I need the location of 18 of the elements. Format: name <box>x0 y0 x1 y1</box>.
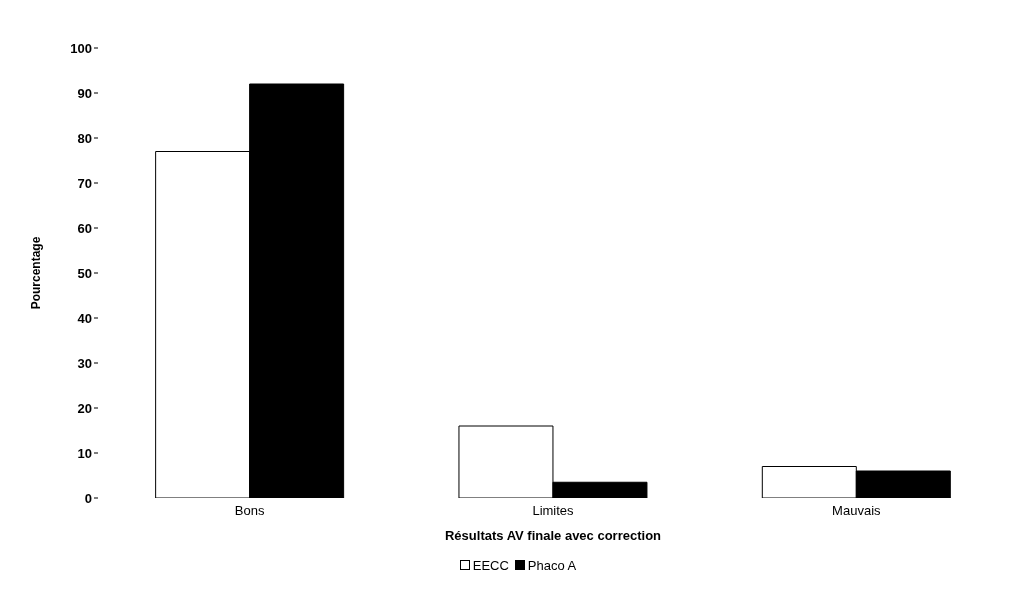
x-tick-label: Bons <box>234 503 265 519</box>
x-tick-label: Limites <box>532 503 575 519</box>
y-tick-label: 100 <box>70 40 92 56</box>
legend-label: EECC <box>471 558 509 573</box>
y-tick-label: 50 <box>77 265 92 281</box>
y-tick-label: 70 <box>77 175 92 191</box>
y-axis-title: Pourcentage <box>29 236 44 310</box>
y-tick-label: 20 <box>77 400 92 416</box>
y-tick-label: 10 <box>77 445 92 461</box>
y-tick-label: 30 <box>77 355 92 371</box>
y-tick-label: 90 <box>77 85 92 101</box>
x-tick-label: Mauvais <box>832 503 882 519</box>
y-tick-label: 40 <box>77 310 92 326</box>
legend-label: Phaco A <box>526 558 577 573</box>
y-tick-label: 80 <box>77 130 92 146</box>
x-axis-title: Résultats AV finale avec correction <box>444 528 662 543</box>
y-tick-label: 60 <box>77 220 92 236</box>
y-tick-label: 0 <box>84 490 92 506</box>
